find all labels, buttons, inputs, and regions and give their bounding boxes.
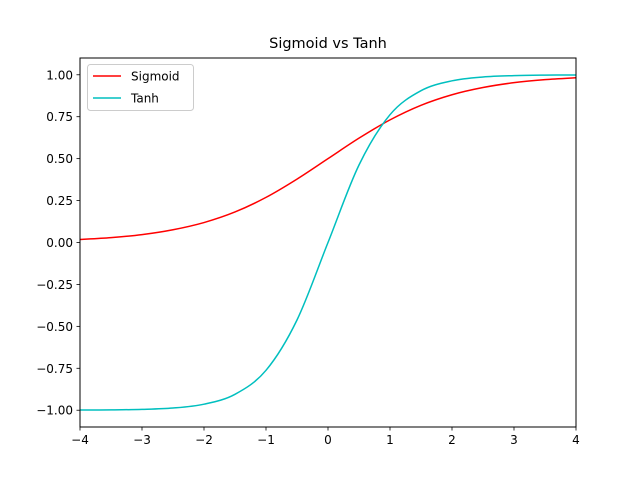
chart-title: Sigmoid vs Tanh [269,36,387,52]
y-tick-label: −0.50 [36,320,73,334]
x-tick-label: 2 [448,433,456,447]
y-tick-label: 0.50 [46,152,73,166]
x-tick-label: −2 [195,433,213,447]
y-tick-label: −0.25 [36,278,73,292]
x-tick-label: 1 [386,433,394,447]
legend: Sigmoid Tanh [87,64,194,111]
y-tick-label: 0.75 [46,110,73,124]
x-tick-label: −3 [133,433,151,447]
series-line-tanh [79,74,577,411]
x-tick-label: 0 [324,433,332,447]
x-axis: −4 −3 −2 −1 0 1 2 3 4 [71,427,580,447]
x-tick-label: 3 [510,433,518,447]
series-layer [79,74,577,411]
y-tick-label: −0.75 [36,362,73,376]
series-line-sigmoid [79,77,577,241]
legend-label-sigmoid: Sigmoid [131,70,180,84]
x-tick-label: 4 [572,433,580,447]
y-tick-label: −1.00 [36,404,73,418]
y-tick-label: 1.00 [46,68,73,82]
y-axis: −1.00 −0.75 −0.50 −0.25 0.00 0.25 0.50 0.75 1.00 [36,68,80,418]
y-tick-label: 0.00 [46,236,73,250]
y-tick-label: 0.25 [46,194,73,208]
x-tick-label: −4 [71,433,89,447]
legend-label-tanh: Tanh [130,92,159,106]
x-tick-label: −1 [257,433,275,447]
